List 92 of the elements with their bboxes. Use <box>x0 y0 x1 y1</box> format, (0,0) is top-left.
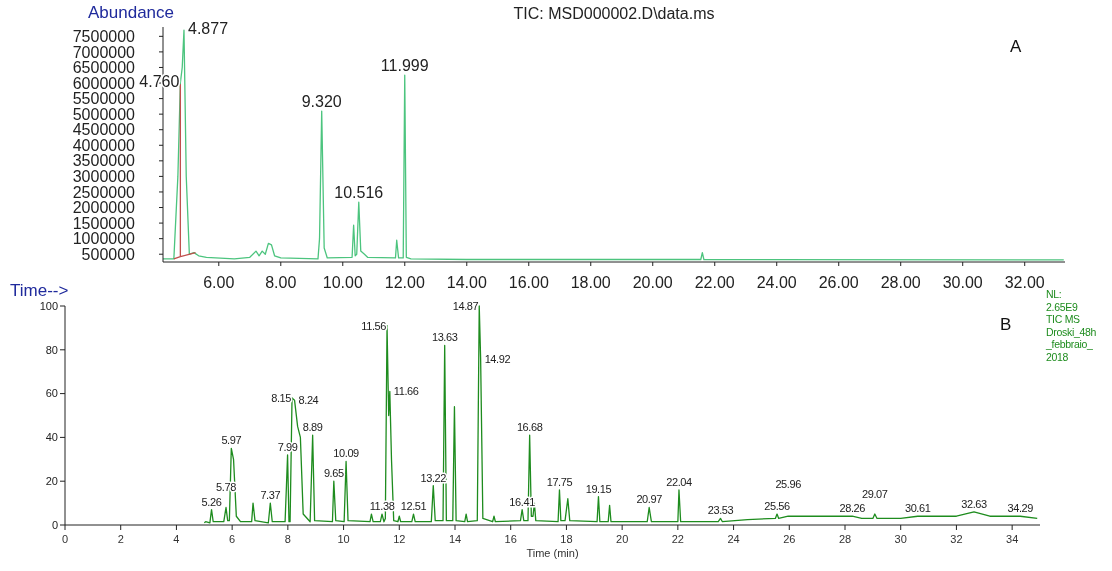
x-axis-title: Time--> <box>10 281 69 300</box>
x-tick-label: 30 <box>894 533 907 545</box>
y-tick-label: 1500000 <box>72 214 136 232</box>
y-tick-label: 3500000 <box>72 152 136 170</box>
annotation: 16.68 <box>516 421 543 434</box>
x-tick-label: 16.00 <box>508 274 549 291</box>
annotation: 29.07 <box>862 488 888 501</box>
x-tick-label: 26 <box>783 533 796 545</box>
annotation: 28.26 <box>839 502 866 515</box>
y-tick-label: 2000000 <box>72 199 136 217</box>
annotation: 10.09 <box>333 447 360 460</box>
annotation: 25.96 <box>775 478 802 491</box>
y-tick-label: 6500000 <box>72 59 136 77</box>
x-tick-label: 26.00 <box>818 274 859 291</box>
y-tick-label: 80 <box>45 343 58 356</box>
y-tick-label: 6000000 <box>72 74 136 92</box>
chart-title: TIC: MSD000002.D\data.ms <box>513 5 715 22</box>
annotation: 32.63 <box>961 497 988 510</box>
annotation: 19.15 <box>585 482 612 495</box>
x-tick-label: 30.00 <box>942 274 983 291</box>
x-tick-label: 20 <box>616 533 629 545</box>
annotation: 9.320 <box>301 93 342 111</box>
annotation: 22.04 <box>666 475 693 488</box>
x-tick-label: 22.00 <box>694 274 735 291</box>
x-tick-label: 32.00 <box>1004 274 1045 291</box>
x-tick-label: 10.00 <box>322 274 363 291</box>
annotation: 7.37 <box>260 489 281 502</box>
y-tick-label: 4000000 <box>72 136 136 154</box>
x-tick-label: 10 <box>337 533 350 545</box>
annotation: 12.51 <box>400 500 427 513</box>
y-axis-title: Abundance <box>88 3 175 22</box>
annotation: 14.87 <box>452 300 479 312</box>
annotation: 13.63 <box>431 331 458 344</box>
y-tick-label: 20 <box>45 475 58 488</box>
y-tick-label: 1000000 <box>72 230 136 248</box>
y-tick-label: 60 <box>45 387 58 400</box>
x-tick-label: 32 <box>950 533 963 545</box>
annotation: 20.97 <box>636 493 663 506</box>
y-tick-label: 500000 <box>81 245 136 263</box>
annotation: B <box>1000 315 1012 334</box>
x-tick-label: 18.00 <box>570 274 611 291</box>
annotation: 14.92 <box>484 352 511 365</box>
annotation: 11.56 <box>361 319 387 332</box>
y-tick-label: 7000000 <box>72 43 136 61</box>
y-tick-label: 7500000 <box>72 27 136 45</box>
x-tick-label: 14 <box>448 533 462 545</box>
x-tick-label: 20.00 <box>632 274 673 291</box>
text: NL: 2.65E9 TIC MS Droski_48h _febbraio_ 2018 <box>1045 288 1097 363</box>
y-tick-label: 3000000 <box>72 168 136 185</box>
annotation: A <box>1010 37 1022 56</box>
annotation: 10.516 <box>334 184 384 202</box>
x-tick-label: 34 <box>1006 533 1019 545</box>
y-tick-label: 5000000 <box>72 105 136 123</box>
x-tick-label: 16 <box>504 533 517 545</box>
y-tick-label: 100 <box>39 299 58 312</box>
x-tick-label: 0 <box>61 533 69 545</box>
annotation: 5.97 <box>221 434 242 447</box>
x-tick-label: 12.00 <box>384 274 425 291</box>
x-tick-label: 22 <box>671 533 684 545</box>
annotation: 30.61 <box>904 502 931 515</box>
x-tick-label: 8 <box>284 533 291 545</box>
y-tick-label: 5500000 <box>72 90 136 108</box>
x-tick-label: 28 <box>838 533 852 545</box>
x-tick-label: 24.00 <box>756 274 797 291</box>
x-tick-label: 12 <box>393 533 406 545</box>
x-tick-label: 6 <box>229 533 236 545</box>
y-tick-label: 4500000 <box>72 121 136 139</box>
annotation: 8.15 <box>271 391 292 404</box>
x-tick-label: 18 <box>560 533 573 545</box>
x-tick-label: 14.00 <box>446 274 487 291</box>
annotation: 9.65 <box>323 467 345 480</box>
annotation: 4.760 <box>139 73 180 91</box>
annotation: 8.89 <box>302 421 323 434</box>
annotation: 25.56 <box>764 500 791 513</box>
x-axis-title: Time (min) <box>526 547 579 559</box>
x-tick-label: 8.00 <box>265 274 297 291</box>
annotation: 11.999 <box>380 57 429 75</box>
x-tick-label: 6.00 <box>203 274 235 291</box>
annotation: 23.53 <box>707 504 734 517</box>
x-tick-label: 24 <box>727 533 740 545</box>
annotation: 17.75 <box>546 475 573 488</box>
annotation: 34.29 <box>1007 502 1034 515</box>
annotation: 11.66 <box>393 385 419 398</box>
annotation: 8.24 <box>298 394 319 407</box>
y-tick-label: 40 <box>45 431 58 444</box>
x-tick-label: 4 <box>173 533 180 545</box>
x-tick-label: 28.00 <box>880 274 921 291</box>
x-tick-label: 2 <box>117 533 124 545</box>
y-tick-label: 2500000 <box>72 183 136 201</box>
annotation: 4.877 <box>187 20 229 38</box>
y-tick-label: 0 <box>51 518 58 531</box>
annotation: 5.26 <box>201 495 222 508</box>
